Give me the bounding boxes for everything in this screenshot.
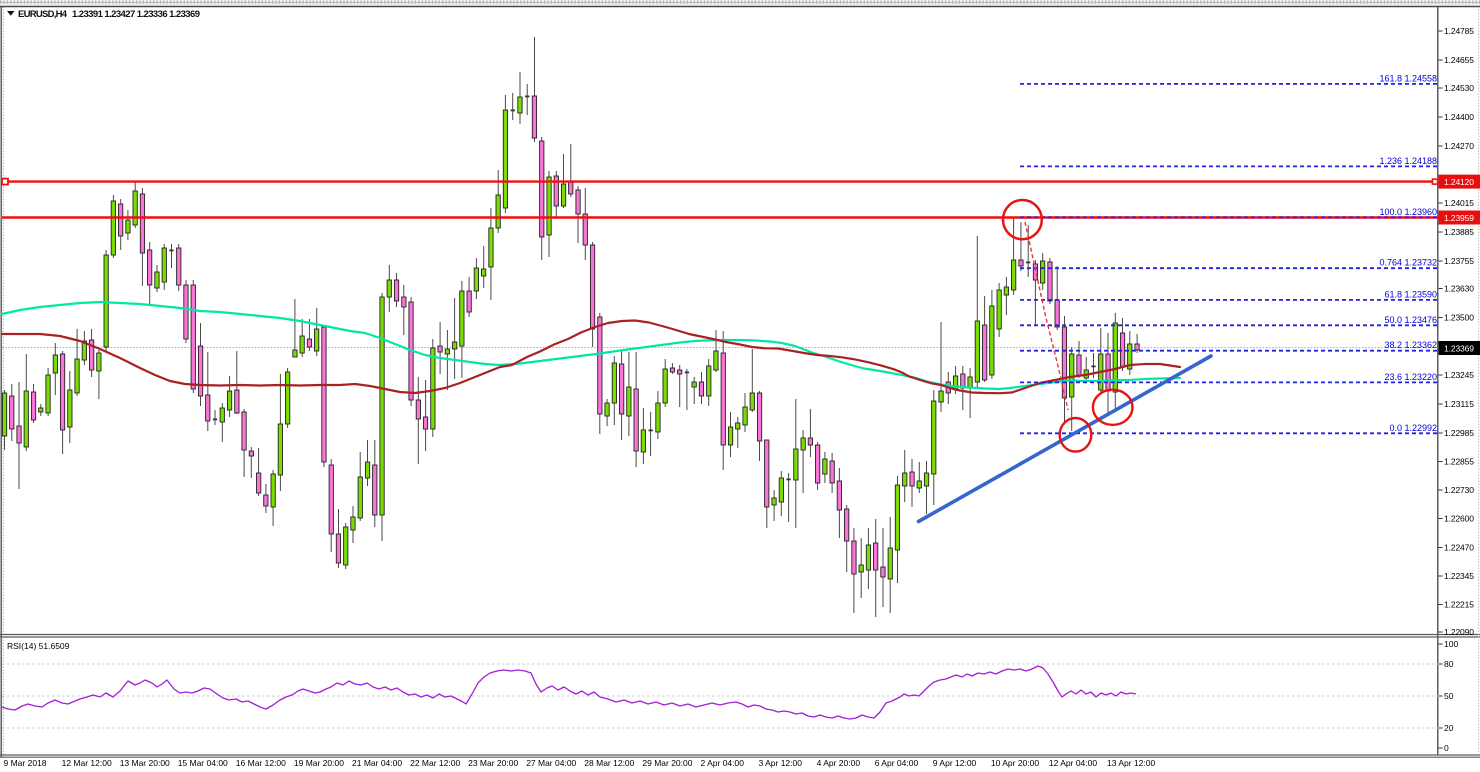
svg-text:13 Mar 20:00: 13 Mar 20:00 xyxy=(120,758,170,768)
svg-text:1.22985: 1.22985 xyxy=(1444,428,1474,438)
svg-text:RSI(14) 51.6509: RSI(14) 51.6509 xyxy=(7,641,70,651)
svg-text:1.23630: 1.23630 xyxy=(1444,284,1474,294)
svg-text:21 Mar 04:00: 21 Mar 04:00 xyxy=(352,758,402,768)
svg-text:1.22345: 1.22345 xyxy=(1444,571,1474,581)
svg-text:50.0 1.23476: 50.0 1.23476 xyxy=(1384,315,1437,325)
svg-text:0.0 1.22992: 0.0 1.22992 xyxy=(1389,423,1437,433)
svg-text:28 Mar 12:00: 28 Mar 12:00 xyxy=(584,758,634,768)
svg-text:1.23369: 1.23369 xyxy=(1444,344,1474,354)
svg-text:10 Apr 20:00: 10 Apr 20:00 xyxy=(991,758,1039,768)
svg-text:161.8 1.24558: 161.8 1.24558 xyxy=(1379,73,1437,83)
svg-text:1.24655: 1.24655 xyxy=(1444,55,1474,65)
svg-text:1.22090: 1.22090 xyxy=(1444,627,1474,637)
svg-text:12 Mar 12:00: 12 Mar 12:00 xyxy=(62,758,112,768)
svg-text:1.24015: 1.24015 xyxy=(1444,198,1474,208)
svg-text:1.24785: 1.24785 xyxy=(1444,26,1474,36)
svg-text:1.23755: 1.23755 xyxy=(1444,256,1474,266)
svg-text:20: 20 xyxy=(1444,723,1454,733)
svg-text:15 Mar 04:00: 15 Mar 04:00 xyxy=(178,758,228,768)
svg-text:19 Mar 20:00: 19 Mar 20:00 xyxy=(294,758,344,768)
svg-text:0.764 1.23732: 0.764 1.23732 xyxy=(1379,258,1437,268)
svg-text:61.8 1.23590: 61.8 1.23590 xyxy=(1384,289,1437,299)
svg-text:80: 80 xyxy=(1444,659,1454,669)
svg-text:23 Mar 20:00: 23 Mar 20:00 xyxy=(468,758,518,768)
svg-text:1.22600: 1.22600 xyxy=(1444,514,1474,524)
svg-text:1.23245: 1.23245 xyxy=(1444,370,1474,380)
svg-text:6 Apr 04:00: 6 Apr 04:00 xyxy=(875,758,919,768)
svg-text:EURUSD,H4: EURUSD,H4 xyxy=(18,9,68,20)
svg-text:22 Mar 12:00: 22 Mar 12:00 xyxy=(410,758,460,768)
svg-text:1.22470: 1.22470 xyxy=(1444,543,1474,553)
svg-text:1.24120: 1.24120 xyxy=(1444,177,1474,187)
svg-text:1.23391 1.23427 1.23336 1.2336: 1.23391 1.23427 1.23336 1.23369 xyxy=(72,9,200,20)
svg-text:100: 100 xyxy=(1444,639,1458,649)
svg-text:1.23959: 1.23959 xyxy=(1444,213,1474,223)
svg-text:9 Apr 12:00: 9 Apr 12:00 xyxy=(933,758,977,768)
svg-text:1.22215: 1.22215 xyxy=(1444,600,1474,610)
svg-text:0: 0 xyxy=(1444,743,1449,753)
svg-text:1.22855: 1.22855 xyxy=(1444,457,1474,467)
svg-text:1.24270: 1.24270 xyxy=(1444,141,1474,151)
svg-text:1.23115: 1.23115 xyxy=(1444,399,1474,409)
svg-text:16 Mar 12:00: 16 Mar 12:00 xyxy=(236,758,286,768)
svg-text:12 Apr 04:00: 12 Apr 04:00 xyxy=(1049,758,1097,768)
svg-text:1.23500: 1.23500 xyxy=(1444,313,1474,323)
svg-text:4 Apr 20:00: 4 Apr 20:00 xyxy=(817,758,861,768)
svg-text:38.2 1.23362: 38.2 1.23362 xyxy=(1384,340,1437,350)
svg-text:9 Mar 2018: 9 Mar 2018 xyxy=(4,758,47,768)
svg-text:1.24400: 1.24400 xyxy=(1444,112,1474,122)
svg-text:2 Apr 04:00: 2 Apr 04:00 xyxy=(701,758,745,768)
svg-text:3 Apr 12:00: 3 Apr 12:00 xyxy=(759,758,803,768)
svg-text:27 Mar 04:00: 27 Mar 04:00 xyxy=(526,758,576,768)
svg-text:1.24530: 1.24530 xyxy=(1444,83,1474,93)
svg-text:23.6 1.23220: 23.6 1.23220 xyxy=(1384,372,1437,382)
svg-text:1.23885: 1.23885 xyxy=(1444,227,1474,237)
svg-text:1.22730: 1.22730 xyxy=(1444,485,1474,495)
svg-text:13 Apr 12:00: 13 Apr 12:00 xyxy=(1107,758,1155,768)
svg-text:100.0 1.23960: 100.0 1.23960 xyxy=(1379,207,1437,217)
svg-text:1.236 1.24188: 1.236 1.24188 xyxy=(1379,156,1437,166)
svg-text:50: 50 xyxy=(1444,691,1454,701)
svg-text:29 Mar 20:00: 29 Mar 20:00 xyxy=(642,758,692,768)
